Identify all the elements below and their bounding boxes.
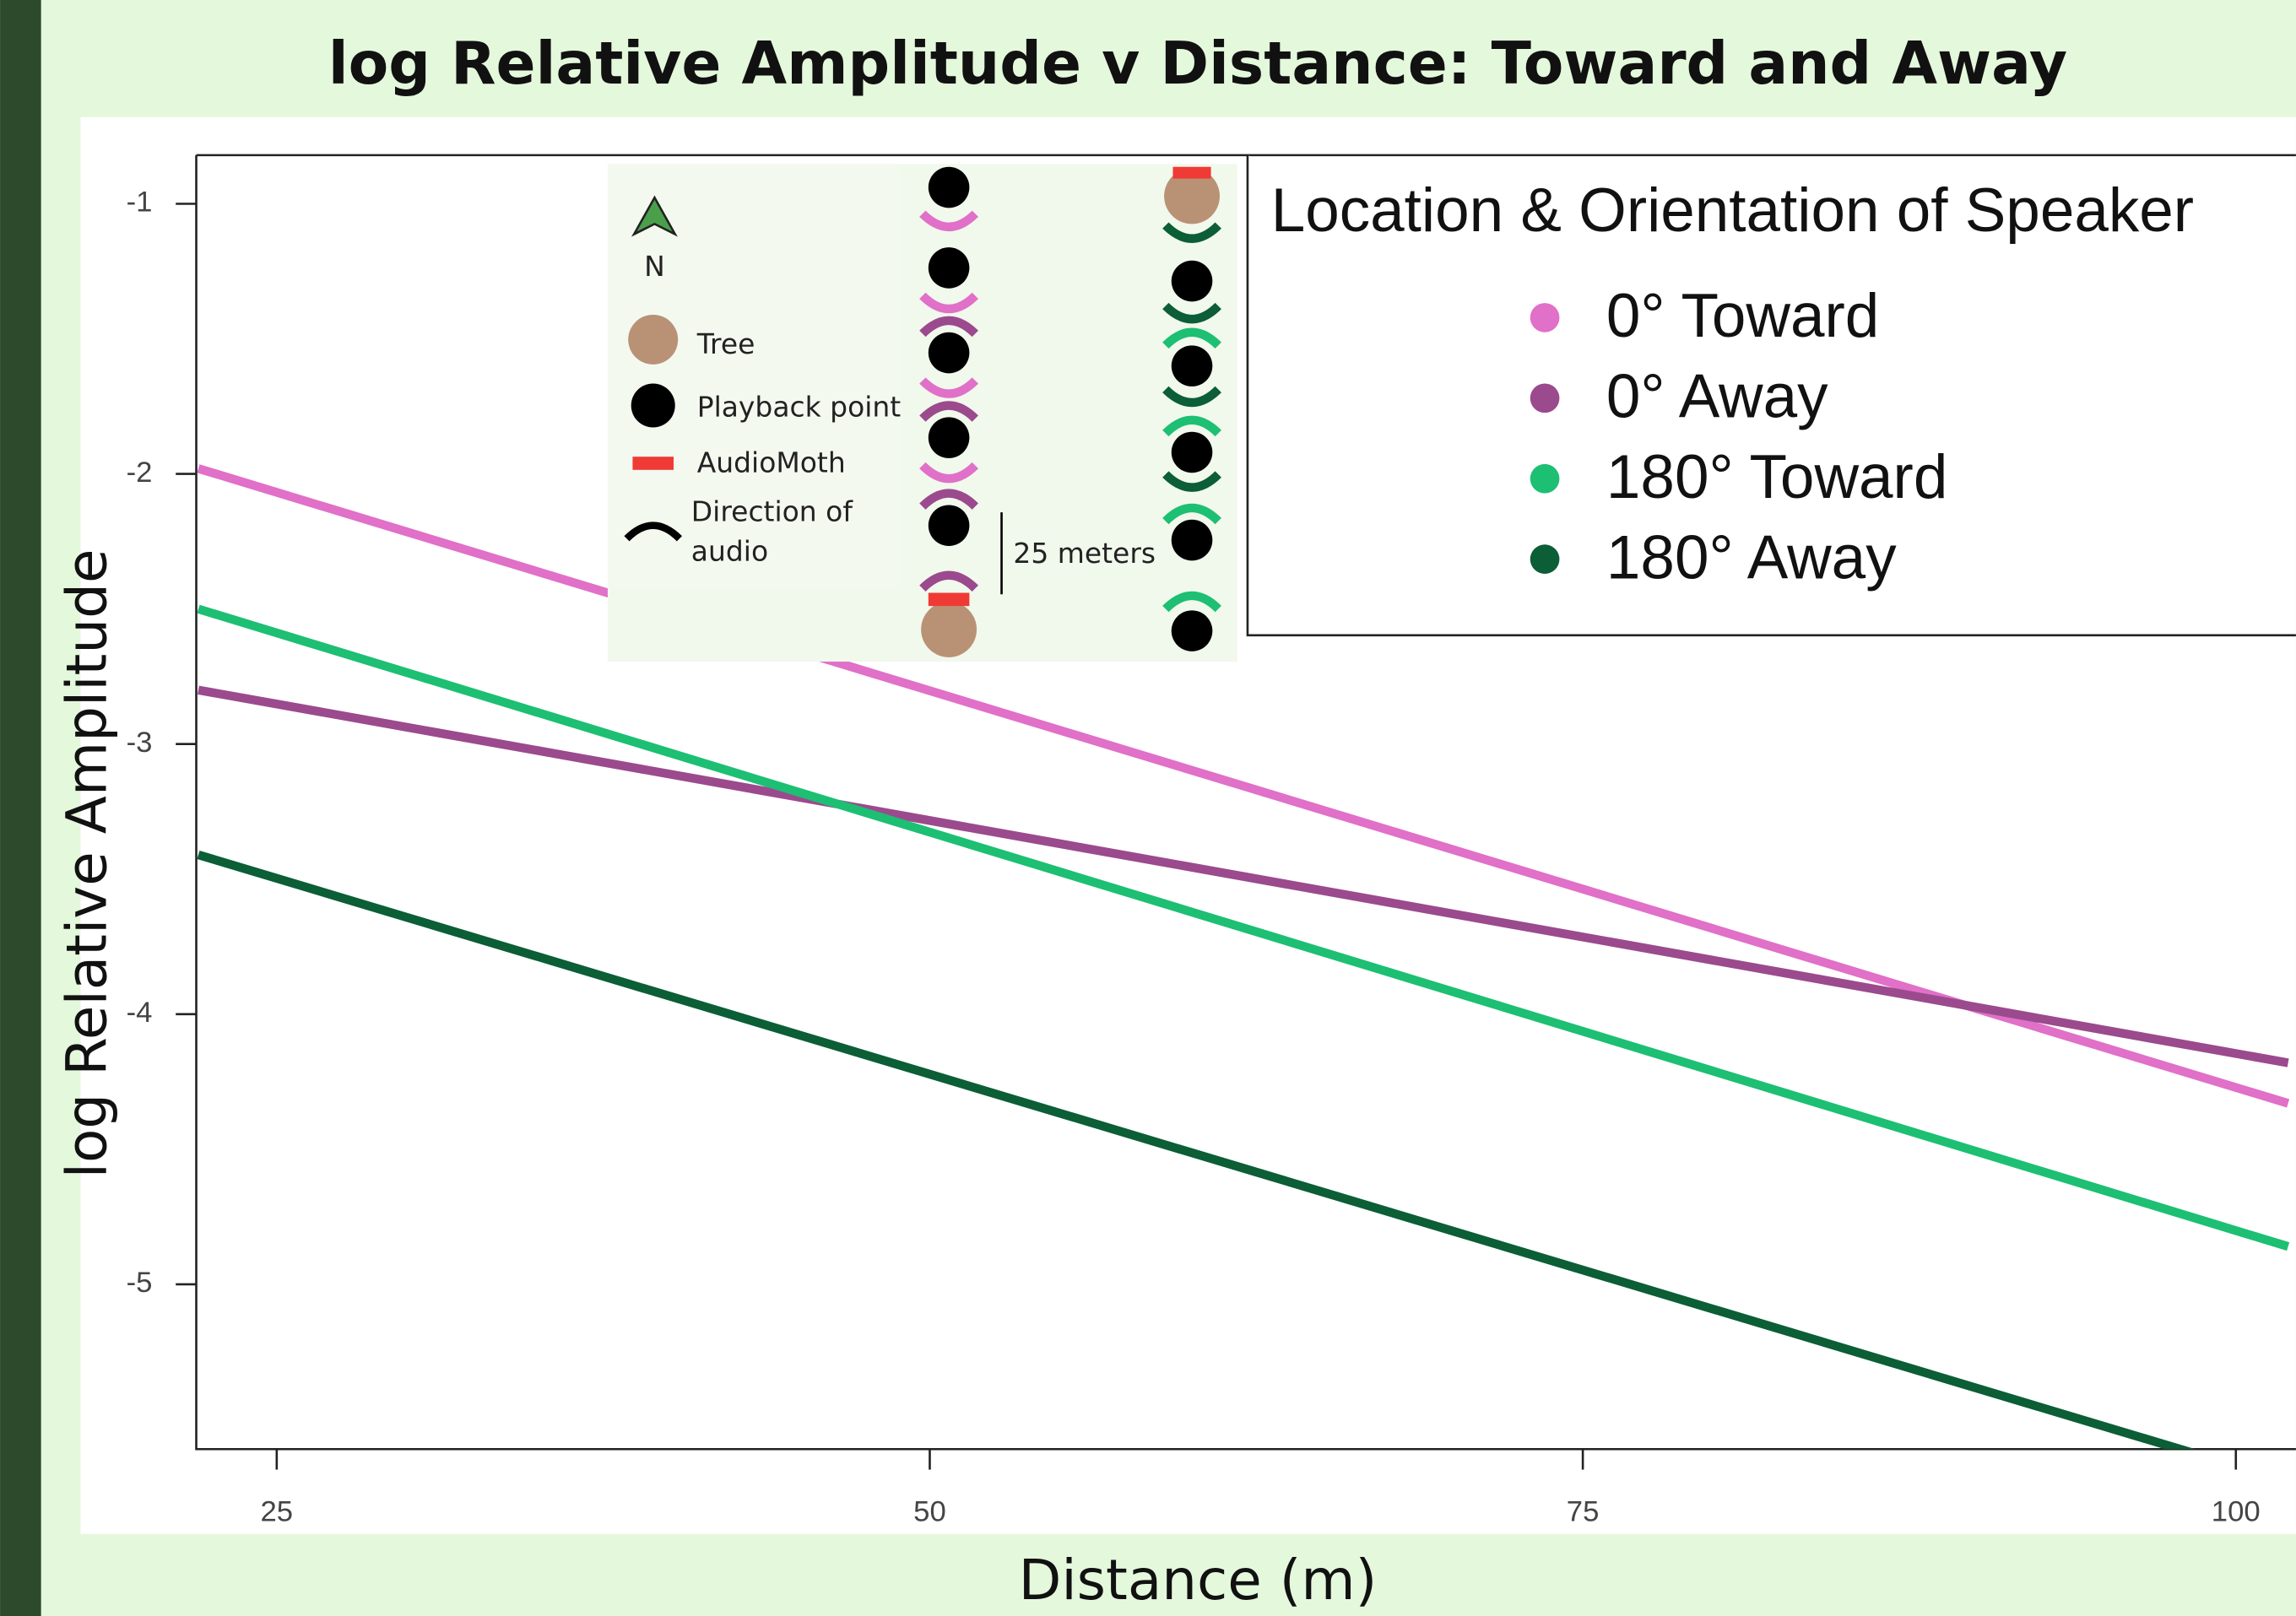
audiomoth-icon bbox=[632, 457, 674, 470]
legend-marker bbox=[1530, 544, 1560, 574]
scale-label: 25 meters bbox=[1013, 537, 1156, 570]
chart: log Relative Amplitude v Distance: Towar… bbox=[0, 0, 2296, 1616]
inset-legend-label: Playback point bbox=[697, 390, 902, 423]
x-tick-label: 25 bbox=[261, 1496, 294, 1528]
y-axis-label: log Relative Amplitude bbox=[55, 549, 120, 1178]
inset-legend-label: Direction of audio bbox=[691, 494, 881, 573]
north-label: N bbox=[644, 250, 665, 283]
playback-point bbox=[929, 505, 970, 546]
audiomoth bbox=[1172, 167, 1210, 179]
legend-marker bbox=[1530, 303, 1560, 332]
playback-point bbox=[1172, 610, 1213, 651]
chart-title: log Relative Amplitude v Distance: Towar… bbox=[328, 30, 2067, 98]
tree bbox=[921, 602, 977, 657]
x-tick-label: 50 bbox=[913, 1496, 946, 1528]
audiomoth bbox=[929, 593, 970, 607]
legend-marker bbox=[1530, 383, 1560, 413]
playback-point bbox=[929, 247, 970, 289]
x-axis-label: Distance (m) bbox=[1019, 1548, 1378, 1613]
y-tick-label: -1 bbox=[127, 186, 153, 219]
y-tick-label: -2 bbox=[127, 457, 153, 489]
playback-point bbox=[929, 167, 970, 208]
legend-title: Location & Orientation of Speaker bbox=[1271, 176, 2194, 245]
inset-legend-box: Direction of audio bbox=[691, 494, 881, 579]
playback-point bbox=[929, 332, 970, 374]
y-tick-label: -5 bbox=[127, 1267, 153, 1299]
inset-map: N Tree Playback point AudioMoth Directio… bbox=[608, 164, 1237, 662]
playback-point bbox=[1172, 520, 1213, 561]
playback-point bbox=[1172, 345, 1213, 386]
playback-point bbox=[1172, 261, 1213, 302]
legend-marker bbox=[1530, 464, 1560, 494]
tree-icon bbox=[628, 315, 678, 365]
legend-label: 180° Away bbox=[1606, 523, 1897, 592]
inset-legend-label: AudioMoth bbox=[697, 446, 846, 478]
legend-label: 180° Toward bbox=[1606, 443, 1947, 511]
legend-label: 0° Toward bbox=[1606, 282, 1879, 350]
playback-point bbox=[929, 417, 970, 458]
x-tick-label: 100 bbox=[2212, 1496, 2261, 1528]
y-tick-label: -4 bbox=[127, 997, 153, 1029]
y-tick-label: -3 bbox=[127, 727, 153, 759]
side-bar bbox=[0, 0, 41, 1616]
inset-legend-label: Tree bbox=[696, 327, 755, 360]
legend-label: 0° Away bbox=[1606, 363, 1828, 431]
x-tick-label: 75 bbox=[1567, 1496, 1600, 1528]
point-icon bbox=[631, 383, 675, 427]
playback-point bbox=[1172, 432, 1213, 473]
